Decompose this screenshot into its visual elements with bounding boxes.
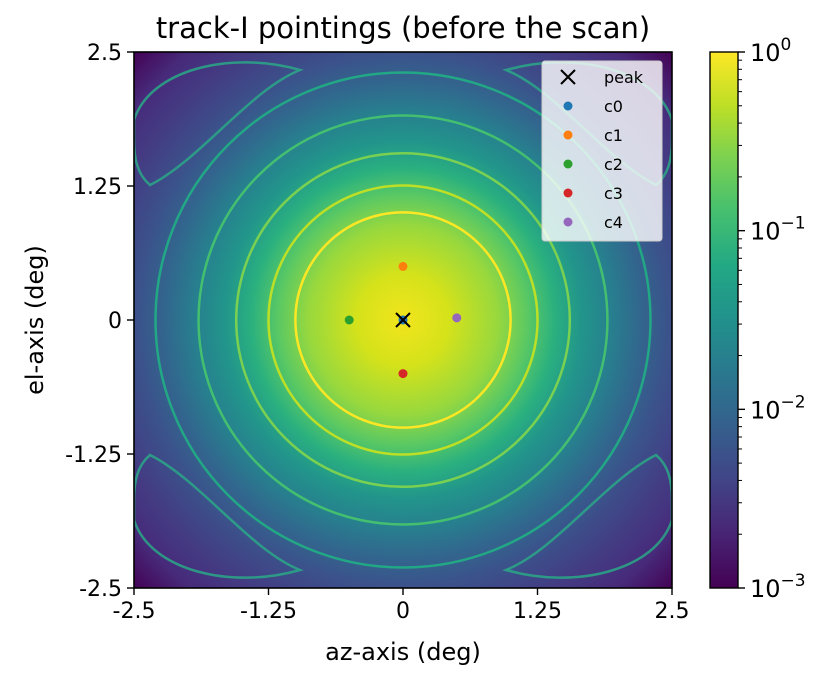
chart-title: track-I pointings (before the scan) xyxy=(156,11,650,45)
y-tick-label: 1.25 xyxy=(73,175,122,200)
colorbar-tick-label: 10−1 xyxy=(750,214,806,246)
x-tick-label: 1.25 xyxy=(513,599,562,624)
marker-peak xyxy=(395,312,411,328)
colorbar-tick-label: 100 xyxy=(750,35,791,67)
marker-peak-stroke xyxy=(395,312,411,328)
contour-rings xyxy=(154,71,652,569)
legend: peak c0 c1 c2 c3 c4 xyxy=(541,60,663,242)
colorbar: 100 10−1 10−2 10−3 xyxy=(709,35,806,603)
sidelobe-contour-top-left xyxy=(134,61,304,187)
legend-marker-c4 xyxy=(563,217,573,227)
legend-label-c1: c1 xyxy=(604,126,623,145)
marker-c3 xyxy=(398,369,408,379)
colorbar-tick-label: 10−3 xyxy=(750,571,806,603)
legend-marker-c2 xyxy=(563,159,573,169)
legend-marker-peak xyxy=(560,69,576,85)
y-axis-ticks: -2.5 -1.25 0 1.25 2.5 xyxy=(65,41,134,602)
y-tick-label: 0 xyxy=(108,309,122,334)
x-axis-ticks: -2.5 -1.25 0 1.25 2.5 xyxy=(113,588,690,624)
sidelobe-contour-bottom-right xyxy=(502,453,672,579)
marker-c2 xyxy=(344,315,354,325)
contour-ring xyxy=(267,184,539,456)
legend-marker-c1 xyxy=(563,130,573,140)
legend-label-c2: c2 xyxy=(604,155,623,174)
x-tick-label: 2.5 xyxy=(655,599,690,624)
legend-label-c0: c0 xyxy=(604,97,623,116)
y-tick-label: -2.5 xyxy=(79,577,122,602)
pointing-markers xyxy=(344,261,462,379)
contour-ring xyxy=(234,151,572,489)
sidelobe-contour-bottom-left xyxy=(134,453,304,579)
x-tick-label: -1.25 xyxy=(240,599,297,624)
marker-c4 xyxy=(452,313,462,323)
colorbar-gradient xyxy=(710,52,738,588)
y-tick-label: 2.5 xyxy=(87,41,122,66)
x-tick-label: 0 xyxy=(396,599,410,624)
legend-label-c4: c4 xyxy=(604,213,623,232)
legend-marker-c3 xyxy=(563,188,573,198)
x-axis-label: az-axis (deg) xyxy=(325,638,481,666)
legend-marker-c0 xyxy=(563,101,573,111)
x-tick-label: -2.5 xyxy=(113,599,156,624)
colorbar-tick-label: 10−2 xyxy=(750,392,806,424)
marker-c1 xyxy=(398,261,408,271)
y-axis-label: el-axis (deg) xyxy=(21,245,49,395)
contour-ring xyxy=(197,114,609,526)
contour-ring xyxy=(154,71,652,569)
legend-box xyxy=(541,60,663,242)
legend-label-c3: c3 xyxy=(604,184,623,203)
legend-marker-peak-stroke xyxy=(560,69,576,85)
legend-label-peak: peak xyxy=(604,68,644,87)
colorbar-frame xyxy=(709,51,739,589)
y-tick-label: -1.25 xyxy=(65,443,122,468)
contour-ring xyxy=(294,211,512,429)
